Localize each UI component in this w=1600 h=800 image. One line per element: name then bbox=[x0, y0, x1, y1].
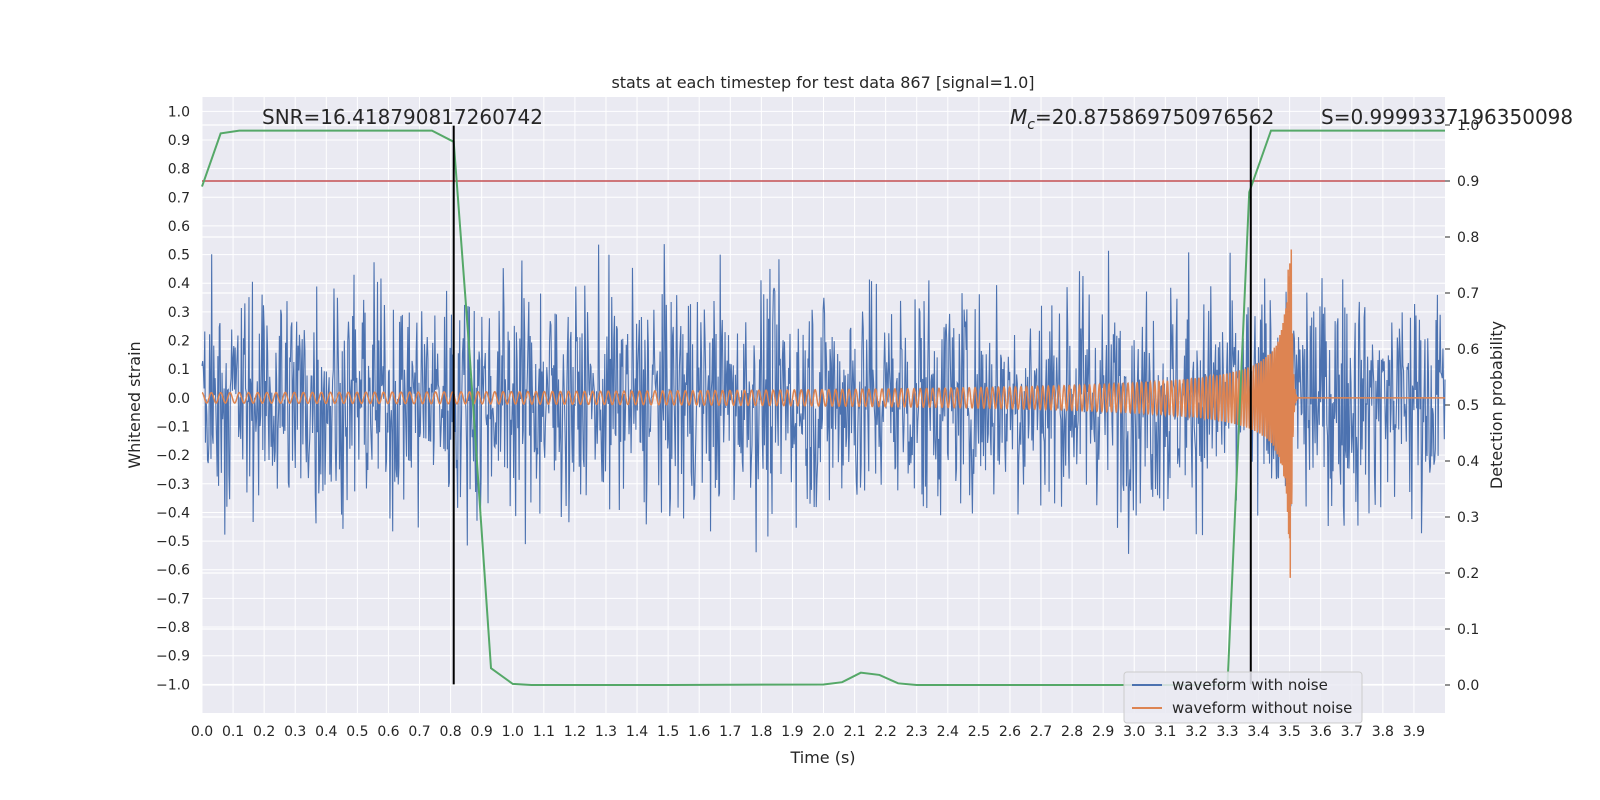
y-tick-label: 0.8 bbox=[168, 162, 190, 178]
x-tick-label: 3.2 bbox=[1185, 724, 1207, 740]
y2-tick-label: 0.4 bbox=[1457, 454, 1479, 470]
x-tick-label: 3.6 bbox=[1310, 724, 1332, 740]
y-tick-label: −0.2 bbox=[156, 448, 190, 464]
mc-subscript: c bbox=[1027, 117, 1035, 133]
y2-tick-label: 0.7 bbox=[1457, 286, 1479, 302]
y-tick-label: −0.9 bbox=[156, 649, 190, 665]
chart-title: stats at each timestep for test data 867… bbox=[611, 73, 1034, 92]
x-tick-label: 2.0 bbox=[812, 724, 834, 740]
y-tick-label: −0.5 bbox=[156, 534, 190, 550]
x-tick-label: 0.1 bbox=[222, 724, 244, 740]
x-tick-label: 0.5 bbox=[346, 724, 368, 740]
x-tick-label: 2.2 bbox=[875, 724, 897, 740]
y-tick-label: 1.0 bbox=[168, 104, 190, 120]
y-tick-label: −0.8 bbox=[156, 620, 190, 636]
y2-tick-label: 1.0 bbox=[1457, 118, 1479, 134]
x-tick-label: 2.3 bbox=[906, 724, 928, 740]
y-tick-label: 0.5 bbox=[168, 248, 190, 264]
y-tick-label: −1.0 bbox=[156, 677, 190, 693]
x-tick-label: 2.5 bbox=[968, 724, 990, 740]
x-tick-label: 3.1 bbox=[1154, 724, 1176, 740]
x-tick-label: 2.8 bbox=[1061, 724, 1083, 740]
x-tick-label: 1.7 bbox=[719, 724, 741, 740]
x-tick-label: 1.2 bbox=[564, 724, 586, 740]
x-tick-label: 0.8 bbox=[439, 724, 461, 740]
x-tick-label: 1.1 bbox=[533, 724, 555, 740]
s-annotation: S=0.9999337196350098 bbox=[1321, 105, 1573, 129]
x-tick-label: 2.4 bbox=[937, 724, 959, 740]
x-tick-label: 3.9 bbox=[1403, 724, 1425, 740]
x-tick-label: 3.5 bbox=[1278, 724, 1300, 740]
y-tick-label: −0.1 bbox=[156, 419, 190, 435]
mc-annotation: Mc=20.875869750976562 bbox=[1010, 105, 1274, 133]
y-tick-label: 0.0 bbox=[168, 391, 190, 407]
series-layer bbox=[201, 125, 1446, 686]
x-tick-label: 0.9 bbox=[471, 724, 493, 740]
x-tick-label: 2.1 bbox=[843, 724, 865, 740]
series-waveform-without-noise bbox=[201, 249, 1445, 578]
y-tick-label: −0.3 bbox=[156, 477, 190, 493]
y2-tick-label: 0.0 bbox=[1457, 678, 1479, 694]
x-tick-label: 1.6 bbox=[688, 724, 710, 740]
y-tick-label: 0.9 bbox=[168, 133, 190, 149]
y-tick-label: 0.4 bbox=[168, 276, 190, 292]
x-tick-label: 3.0 bbox=[1123, 724, 1145, 740]
mc-value: =20.875869750976562 bbox=[1035, 105, 1274, 129]
legend-box bbox=[1123, 671, 1363, 724]
y2-axis-label: Detection probability bbox=[1487, 321, 1506, 489]
y2-tick-label: 0.1 bbox=[1457, 622, 1479, 638]
x-tick-label: 3.3 bbox=[1216, 724, 1238, 740]
y2-tick-label: 0.8 bbox=[1457, 230, 1479, 246]
x-tick-label: 2.9 bbox=[1092, 724, 1114, 740]
legend: waveform with noise waveform without noi… bbox=[1123, 671, 1363, 724]
y2-tick-label: 0.3 bbox=[1457, 510, 1479, 526]
x-axis-label: Time (s) bbox=[789, 748, 855, 767]
y-tick-label: −0.4 bbox=[156, 505, 190, 521]
y2-tick-label: 0.6 bbox=[1457, 342, 1479, 358]
x-tick-label: 0.4 bbox=[315, 724, 337, 740]
x-tick-label: 3.8 bbox=[1372, 724, 1394, 740]
x-tick-label: 1.5 bbox=[657, 724, 679, 740]
y2-tick-label: 0.5 bbox=[1457, 398, 1479, 414]
series-detection-probability bbox=[201, 129, 1445, 686]
y-axis-label: Whitened strain bbox=[125, 341, 144, 468]
y-tick-label: 0.3 bbox=[168, 305, 190, 321]
snr-annotation: SNR=16.418790817260742 bbox=[262, 105, 543, 129]
x-tick-label: 0.0 bbox=[191, 724, 213, 740]
y-tick-label: −0.7 bbox=[156, 591, 190, 607]
legend-label-clean: waveform without noise bbox=[1172, 699, 1352, 717]
x-tick-label: 2.6 bbox=[999, 724, 1021, 740]
x-tick-label: 0.3 bbox=[284, 724, 306, 740]
y-tick-label: 0.7 bbox=[168, 190, 190, 206]
x-tick-label: 1.3 bbox=[595, 724, 617, 740]
x-tick-label: 2.7 bbox=[1030, 724, 1052, 740]
x-tick-label: 0.2 bbox=[253, 724, 275, 740]
x-tick-label: 3.4 bbox=[1247, 724, 1269, 740]
y2-tick-label: 0.2 bbox=[1457, 566, 1479, 582]
x-tick-label: 1.0 bbox=[502, 724, 524, 740]
x-tick-label: 1.8 bbox=[750, 724, 772, 740]
y-tick-label: 0.2 bbox=[168, 334, 190, 350]
mc-symbol: M bbox=[1010, 105, 1027, 129]
x-tick-label: 1.4 bbox=[626, 724, 648, 740]
y-tick-label: −0.6 bbox=[156, 563, 190, 579]
x-tick-label: 1.9 bbox=[781, 724, 803, 740]
series-waveform-with-noise bbox=[201, 244, 1446, 554]
x-tick-label: 0.7 bbox=[408, 724, 430, 740]
y2-tick-label: 0.9 bbox=[1457, 174, 1479, 190]
x-tick-label: 0.6 bbox=[377, 724, 399, 740]
x-tick-label: 3.7 bbox=[1341, 724, 1363, 740]
y-tick-label: 0.1 bbox=[168, 362, 190, 378]
legend-label-noisy: waveform with noise bbox=[1172, 676, 1328, 694]
y-tick-label: 0.6 bbox=[168, 219, 190, 235]
axes-layer: 0.0 0.1 0.2 0.3 0.4 0.5 0.6 0.7 0.8 0.9 1.0 1.1 1.2 1… bbox=[156, 104, 1479, 740]
